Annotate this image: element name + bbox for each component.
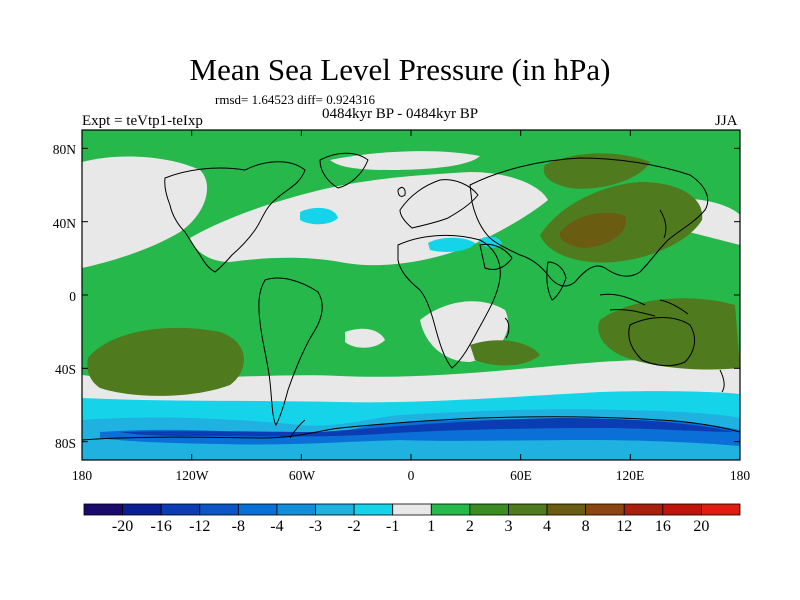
coastline-asia [469,157,709,287]
field-positive-south-pacific [87,327,244,396]
colorbar-swatch [469,503,509,516]
lat-label-equator: 0 [69,289,76,304]
field-positive-australia [598,298,740,370]
colorbar-label: -3 [308,518,323,535]
coastline-south-america [258,277,323,427]
lon-label-120w: 120W [175,468,209,483]
coastline-antarctic-peninsula [289,419,306,439]
colorbar-swatch [623,503,664,516]
time-period-label: 0484kyr BP - 0484kyr BP [322,106,479,122]
field-negative-arabia [478,236,502,248]
coastline-india [546,261,567,301]
colorbar-label: 2 [465,518,474,535]
colorbar-swatch [585,503,625,516]
coastline-north-america [164,161,306,273]
lat-label-40s: 40S [54,362,76,377]
lon-label-60e: 60E [510,468,532,483]
colorbar-swatch [237,503,278,516]
coastline-new-zealand [719,369,725,393]
colorbar-swatch [353,503,394,516]
colorbar-swatch [122,503,162,516]
field-negative-north-pacific [300,207,338,225]
colorbar-label: 16 [654,518,671,535]
colorbar-label: 20 [693,518,710,535]
coastlines [82,152,740,441]
colorbar-swatch [430,503,471,516]
coastline-madagascar [504,317,510,339]
lon-label-120e: 120E [615,468,645,483]
coastline-europe [399,179,479,229]
lat-label-40n: 40N [52,216,76,231]
lon-label-0: 0 [407,468,415,483]
colorbar-label: 12 [616,518,633,535]
coastline-africa [397,234,501,369]
lon-label-180w: 180 [71,468,93,483]
coastline-antarctica [82,416,740,441]
colorbar-swatch [662,503,702,516]
colorbar-label: -20 [111,518,134,535]
field-neutral-north-pacific [82,156,208,268]
field-negative-deeper-band [120,418,735,437]
map-field [82,130,740,460]
axis-ticks [81,130,741,460]
coastline-british-isles [397,187,406,197]
colorbar-swatch [160,503,201,516]
colorbar-swatch [315,503,355,516]
colorbar-label: -1 [386,518,400,535]
field-positive-asia-core [559,212,626,248]
coastline-australia [628,317,696,367]
field-neutral-south-atlantic-patch [345,328,385,348]
colorbar-label: -16 [150,518,172,535]
colorbar-label: 1 [427,518,436,535]
colorbar-swatch [701,503,741,516]
lon-label-60w: 60W [288,468,316,483]
stats-readout: rmsd= 1.64523 diff= 0.924316 [215,92,375,107]
colorbar-swatch [199,503,239,516]
colorbar-label: -4 [270,518,284,535]
field-neutral-arctic [330,151,480,170]
field-negative-north-africa [428,237,475,252]
coastline-indonesia [599,293,689,317]
coastline-japan [659,209,667,239]
colorbar-label: -8 [231,518,245,535]
colorbar-label: -2 [347,518,361,535]
colorbar-swatch [83,503,123,516]
colorbar-label: 3 [504,518,513,535]
field-positive-arctic-east [543,153,650,189]
lat-label-80s: 80S [54,436,76,451]
colorbar-swatch [276,503,316,516]
field-positive-indian-ocean [470,340,540,366]
colorbar-label: -12 [189,518,211,535]
coastline-greenland [319,152,369,189]
lat-label-80n: 80N [52,142,76,157]
colorbar-swatch [546,503,587,516]
coastline-arabia [479,243,513,271]
colorbar-swatch [508,503,548,516]
colorbar-label: 8 [581,518,590,535]
season-label: JJA [715,113,738,129]
colorbar-label: 4 [543,518,552,535]
colorbar-swatch [392,503,432,516]
experiment-label: Expt = teVtp1-teIxp [82,113,203,129]
map-title: Mean Sea Level Pressure (in hPa) [189,52,611,87]
colorbar-boxes [83,503,741,516]
lon-label-180e: 180 [729,468,751,483]
